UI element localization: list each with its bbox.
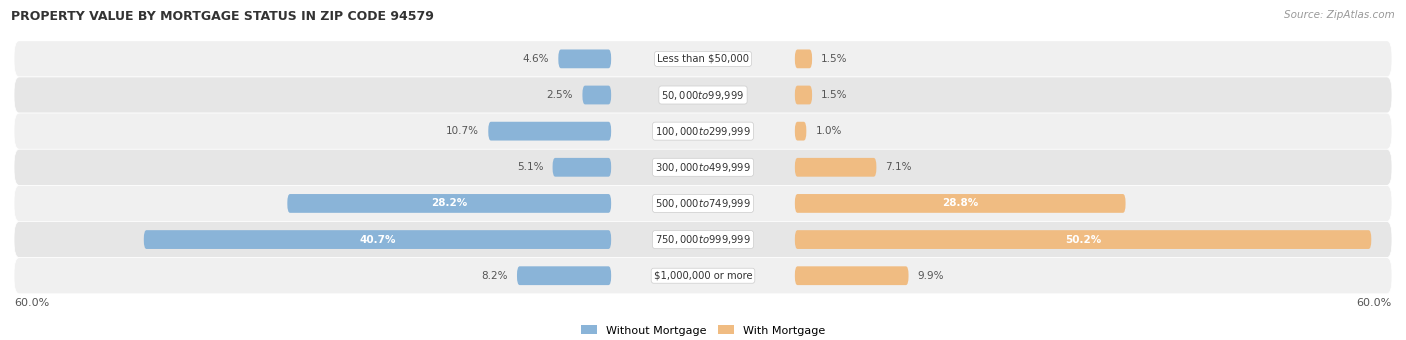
FancyBboxPatch shape: [14, 41, 1392, 77]
Text: Source: ZipAtlas.com: Source: ZipAtlas.com: [1284, 10, 1395, 20]
FancyBboxPatch shape: [553, 158, 612, 177]
FancyBboxPatch shape: [794, 158, 876, 177]
Text: 4.6%: 4.6%: [523, 54, 550, 64]
Legend: Without Mortgage, With Mortgage: Without Mortgage, With Mortgage: [576, 321, 830, 340]
FancyBboxPatch shape: [794, 194, 1126, 213]
FancyBboxPatch shape: [794, 266, 908, 285]
FancyBboxPatch shape: [14, 77, 1392, 113]
Text: PROPERTY VALUE BY MORTGAGE STATUS IN ZIP CODE 94579: PROPERTY VALUE BY MORTGAGE STATUS IN ZIP…: [11, 10, 434, 23]
FancyBboxPatch shape: [794, 50, 813, 68]
Text: $50,000 to $99,999: $50,000 to $99,999: [661, 88, 745, 102]
Text: 10.7%: 10.7%: [446, 126, 479, 136]
FancyBboxPatch shape: [582, 86, 612, 104]
Text: 1.5%: 1.5%: [821, 54, 848, 64]
Text: 50.2%: 50.2%: [1064, 235, 1101, 244]
Text: 28.8%: 28.8%: [942, 199, 979, 208]
Text: 1.0%: 1.0%: [815, 126, 842, 136]
FancyBboxPatch shape: [14, 185, 1392, 221]
Text: 28.2%: 28.2%: [432, 199, 467, 208]
Text: 5.1%: 5.1%: [517, 162, 543, 172]
FancyBboxPatch shape: [287, 194, 612, 213]
Text: 1.5%: 1.5%: [821, 90, 848, 100]
FancyBboxPatch shape: [794, 230, 1371, 249]
FancyBboxPatch shape: [794, 122, 807, 140]
Text: $100,000 to $299,999: $100,000 to $299,999: [655, 125, 751, 138]
Text: 60.0%: 60.0%: [14, 298, 49, 308]
Text: 40.7%: 40.7%: [359, 235, 395, 244]
FancyBboxPatch shape: [143, 230, 612, 249]
Text: $750,000 to $999,999: $750,000 to $999,999: [655, 233, 751, 246]
Text: $500,000 to $749,999: $500,000 to $749,999: [655, 197, 751, 210]
Text: 60.0%: 60.0%: [1357, 298, 1392, 308]
FancyBboxPatch shape: [517, 266, 612, 285]
FancyBboxPatch shape: [14, 149, 1392, 185]
Text: 9.9%: 9.9%: [918, 271, 945, 281]
Text: Less than $50,000: Less than $50,000: [657, 54, 749, 64]
FancyBboxPatch shape: [14, 113, 1392, 149]
Text: 7.1%: 7.1%: [886, 162, 912, 172]
FancyBboxPatch shape: [558, 50, 612, 68]
Text: 8.2%: 8.2%: [481, 271, 508, 281]
FancyBboxPatch shape: [488, 122, 612, 140]
Text: 2.5%: 2.5%: [547, 90, 574, 100]
Text: $300,000 to $499,999: $300,000 to $499,999: [655, 161, 751, 174]
FancyBboxPatch shape: [14, 258, 1392, 294]
Text: $1,000,000 or more: $1,000,000 or more: [654, 271, 752, 281]
FancyBboxPatch shape: [794, 86, 813, 104]
FancyBboxPatch shape: [14, 221, 1392, 258]
